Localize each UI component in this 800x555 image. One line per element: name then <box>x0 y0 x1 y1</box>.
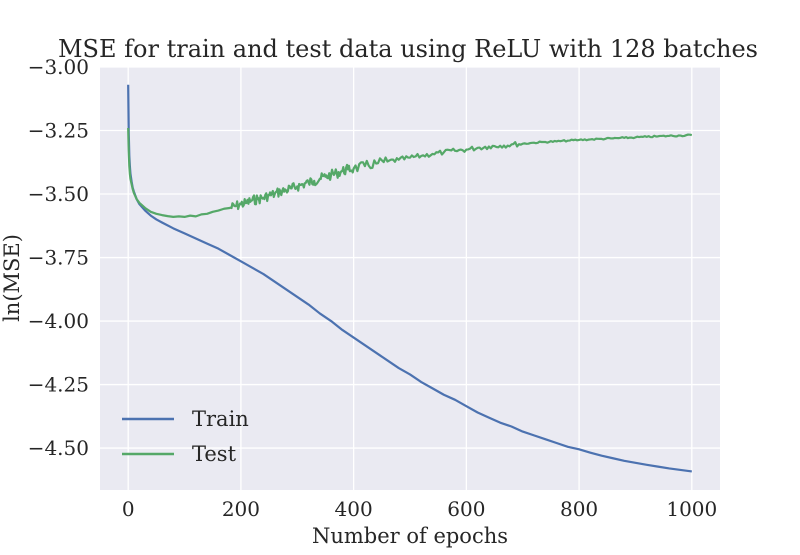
legend-label: Test <box>192 442 237 466</box>
x-axis-label: Number of epochs <box>312 524 508 548</box>
y-tick-label: −3.00 <box>28 55 89 79</box>
series-lines <box>127 84 693 473</box>
x-tick-label: 800 <box>560 497 598 521</box>
grid <box>100 66 720 490</box>
y-tick-label: −3.75 <box>28 246 89 270</box>
x-tick-label: 0 <box>122 497 135 521</box>
y-tick-labels: −3.00 −3.25 −3.50 −3.75 −4.00 −4.25 −4.50 <box>28 55 89 460</box>
y-tick-label: −3.50 <box>28 182 89 206</box>
legend: Train Test <box>122 407 249 466</box>
y-tick-label: −3.25 <box>28 119 89 143</box>
x-tick-label: 400 <box>335 497 373 521</box>
x-tick-labels: 0 200 400 600 800 1000 <box>122 497 717 521</box>
y-tick-label: −4.50 <box>28 436 89 460</box>
series-line-test <box>127 127 693 218</box>
chart-title: MSE for train and test data using ReLU w… <box>58 35 758 63</box>
x-tick-label: 1000 <box>666 497 717 521</box>
x-tick-label: 600 <box>447 497 485 521</box>
y-axis-label: ln(MSE) <box>0 234 24 322</box>
y-tick-label: −4.00 <box>28 309 89 333</box>
y-tick-label: −4.25 <box>28 373 89 397</box>
x-tick-label: 200 <box>222 497 260 521</box>
series-line-train <box>127 84 692 473</box>
legend-label: Train <box>192 407 249 431</box>
